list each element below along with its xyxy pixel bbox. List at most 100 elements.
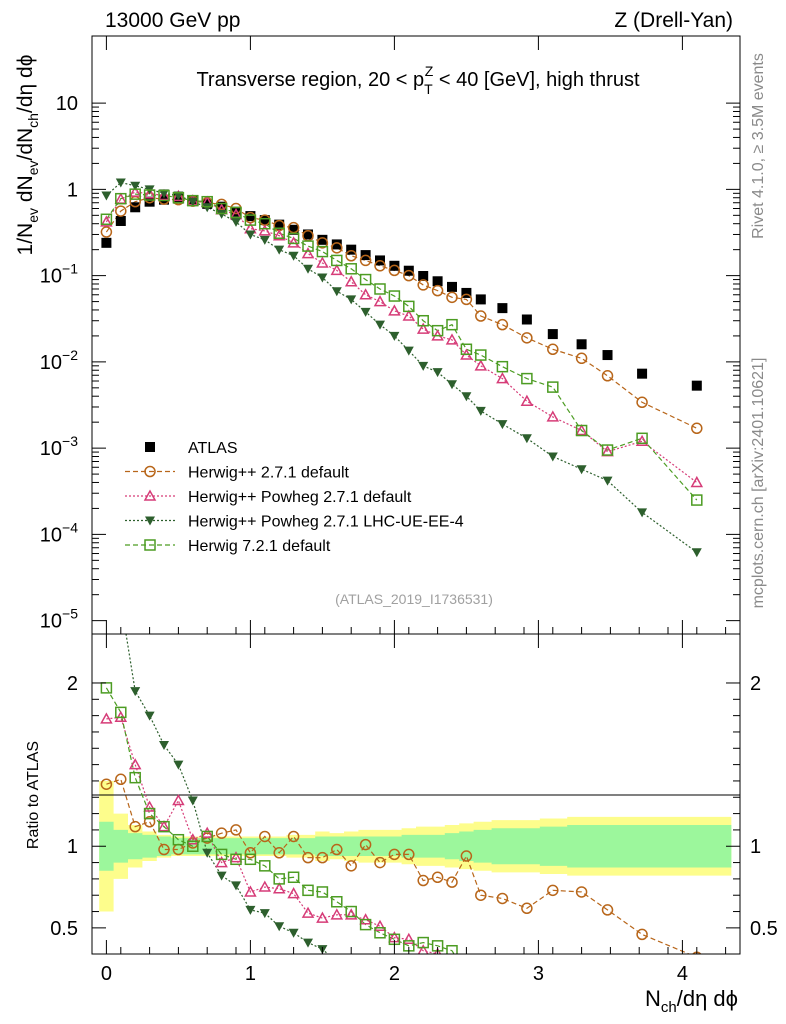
main-ytick-base-1: 10: [40, 524, 62, 546]
ratio-point-s1-25: [461, 964, 471, 973]
main-point-s2-22: [416, 322, 430, 334]
main-point-s0-33: [691, 380, 702, 391]
main-point-s2-33: [690, 475, 704, 488]
watermark: (ATLAS_2019_I1736531): [335, 591, 493, 607]
ratio-point-s0-10: [244, 847, 257, 859]
main-point-s3-8: [216, 209, 227, 219]
main-point-s0-10: [245, 211, 256, 222]
ratio-point-s0-16: [331, 843, 343, 856]
main-point-s2-24: [445, 333, 459, 345]
ratio-point-s1-29: [548, 985, 558, 994]
ratio-point-s0-18: [359, 838, 372, 851]
ratio-point-s1-22: [417, 944, 429, 954]
main-point-s2-19: [373, 295, 387, 307]
ratio-point-s0-4: [158, 843, 170, 856]
main-ytick-label-6: 10: [56, 93, 78, 115]
main-point-s2-29: [546, 410, 560, 422]
ratio-point-s1-2: [128, 758, 142, 770]
main-point-s0-24: [447, 281, 457, 292]
main-point-s4-5: [172, 191, 185, 204]
main-point-s0-28: [521, 314, 532, 325]
main-point-s0-12: [274, 219, 285, 230]
ylabel-a: 1/N: [14, 223, 37, 256]
ratio-frame: [91, 633, 741, 955]
main-point-s1-29: [547, 343, 559, 356]
main-point-s3-21: [403, 346, 414, 356]
main-point-s2-20: [388, 304, 401, 316]
ratio-point-s2-23: [433, 991, 443, 1000]
ratio-point-s0-11: [259, 830, 271, 843]
main-line-2: [105, 191, 698, 483]
ratio-point-s2-8: [216, 871, 227, 881]
main-point-s4-22: [417, 314, 429, 327]
ratio-point-s0-2: [129, 820, 141, 833]
main-point-s0-15: [317, 234, 328, 245]
ratio-point-s1-10: [244, 885, 257, 897]
ratio-panel: 0.5 0.5 1 1 2 2 0 1 2 3 4 Ratio to ATLAS Nch/dη dϕ: [25, 627, 778, 1016]
ratio-point-s2-4: [159, 741, 169, 751]
ratio-point-s2-3: [144, 711, 155, 721]
main-point-s3-22: [418, 361, 429, 371]
main-point-s0-32: [637, 368, 648, 379]
main-point-s2-27: [496, 372, 509, 384]
main-point-s0-31: [602, 350, 613, 361]
ratio-point-s1-27: [497, 973, 507, 982]
ratio-point-s3-15: [316, 886, 329, 898]
ratio-point-s3-31: [603, 991, 613, 1001]
main-point-s3-17: [346, 295, 357, 305]
main-point-s3-16: [331, 287, 342, 297]
ratio-point-s2-7: [202, 848, 213, 858]
main-ytick-label-5: 1: [67, 179, 78, 201]
ratio-point-s0-1: [115, 773, 127, 786]
ratio-point-s1-21: [402, 932, 416, 945]
mcplots-label: mcplots.cern.ch [arXiv:2401.10621]: [750, 358, 767, 609]
main-point-s2-26: [474, 359, 488, 371]
main-ytick-label-3: 10−2: [40, 347, 78, 374]
main-point-s3-13: [288, 251, 299, 261]
main-point-s1-16: [331, 242, 343, 254]
ratio-point-s3-26: [476, 969, 486, 979]
main-point-s4-17: [345, 263, 357, 275]
ratio-point-s3-16: [331, 896, 343, 908]
ratio-point-s3-0: [100, 682, 113, 694]
ratio-point-s3-28: [522, 972, 532, 982]
main-point-s3-19: [375, 320, 385, 330]
main-point-s3-18: [360, 307, 371, 317]
ratio-point-s0-28: [521, 902, 533, 915]
main-point-s1-31: [601, 370, 614, 382]
ratio-point-s3-5: [172, 833, 185, 846]
ratio-point-s1-6: [186, 833, 200, 845]
ratio-point-s3-25: [461, 969, 471, 979]
ratio-point-s1-16: [330, 908, 344, 920]
ratio-point-s1-19: [373, 919, 387, 931]
main-point-s0-26: [475, 294, 486, 305]
main-point-s3-11: [259, 235, 270, 245]
ratio-point-s0-9: [230, 824, 242, 836]
main-point-s2-11: [258, 224, 272, 236]
ratio-point-s0-8: [215, 827, 228, 839]
ratio-xtick-label-1: 1: [245, 963, 256, 985]
main-point-s4-9: [230, 206, 242, 219]
main-point-s4-1: [115, 192, 127, 205]
ratio-point-s3-30: [577, 988, 587, 998]
main-ytick-base-2: 10: [40, 438, 62, 460]
ratio-point-s2-31: [603, 1000, 613, 1009]
main-ytick-exp-0: −5: [62, 606, 78, 622]
main-point-s1-20: [388, 264, 401, 277]
main-point-s4-31: [601, 444, 614, 456]
main-point-s0-29: [547, 329, 558, 340]
main-point-s3-23: [432, 368, 443, 378]
ratio-point-s3-19: [374, 927, 386, 939]
main-line-4: [105, 193, 698, 501]
ratio-point-s0-25: [460, 850, 473, 862]
main-point-s2-16: [330, 263, 344, 276]
main-ytick-exp-2: −3: [62, 433, 78, 449]
main-point-s4-32: [636, 432, 648, 445]
main-point-s3-7: [202, 203, 213, 213]
ratio-point-s2-13: [288, 928, 299, 938]
main-point-s0-23: [432, 276, 443, 287]
main-ytick-base-6: 10: [56, 93, 78, 115]
legend-label-0: ATLAS: [188, 440, 238, 457]
ratio-point-s2-24: [447, 994, 457, 1003]
main-ytick-base-4: 10: [40, 266, 62, 288]
